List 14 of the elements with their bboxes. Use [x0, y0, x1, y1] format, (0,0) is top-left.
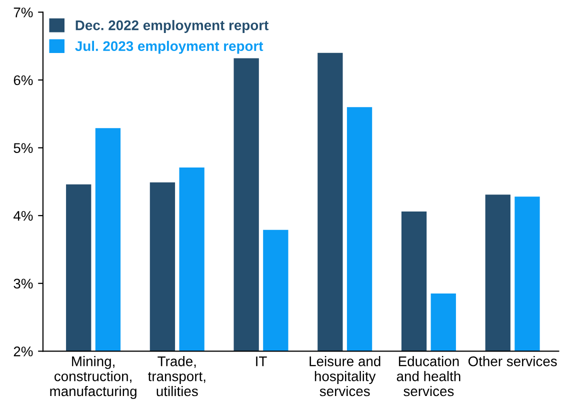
x-tick-label: Other services [468, 356, 557, 366]
x-tick-label: Education and health services [396, 356, 460, 396]
y-tick-label: 6% [14, 75, 33, 86]
y-tick-label: 7% [14, 8, 33, 18]
y-tick-label: 3% [14, 278, 33, 289]
legend-label: Jul. 2023 employment report [75, 40, 264, 54]
y-tick-label: 5% [14, 143, 33, 153]
x-tick-label: Mining, construction, manufacturing [50, 356, 136, 399]
legend-label: Dec. 2022 employment report [76, 20, 268, 33]
x-tick-label: Trade, transport, utilities [148, 356, 206, 396]
x-tick-label: Leisure and hospitality services [310, 356, 380, 396]
y-tick-label: 4% [14, 210, 33, 221]
x-tick-label: IT [256, 356, 267, 366]
y-tick-label: 2% [14, 346, 33, 356]
